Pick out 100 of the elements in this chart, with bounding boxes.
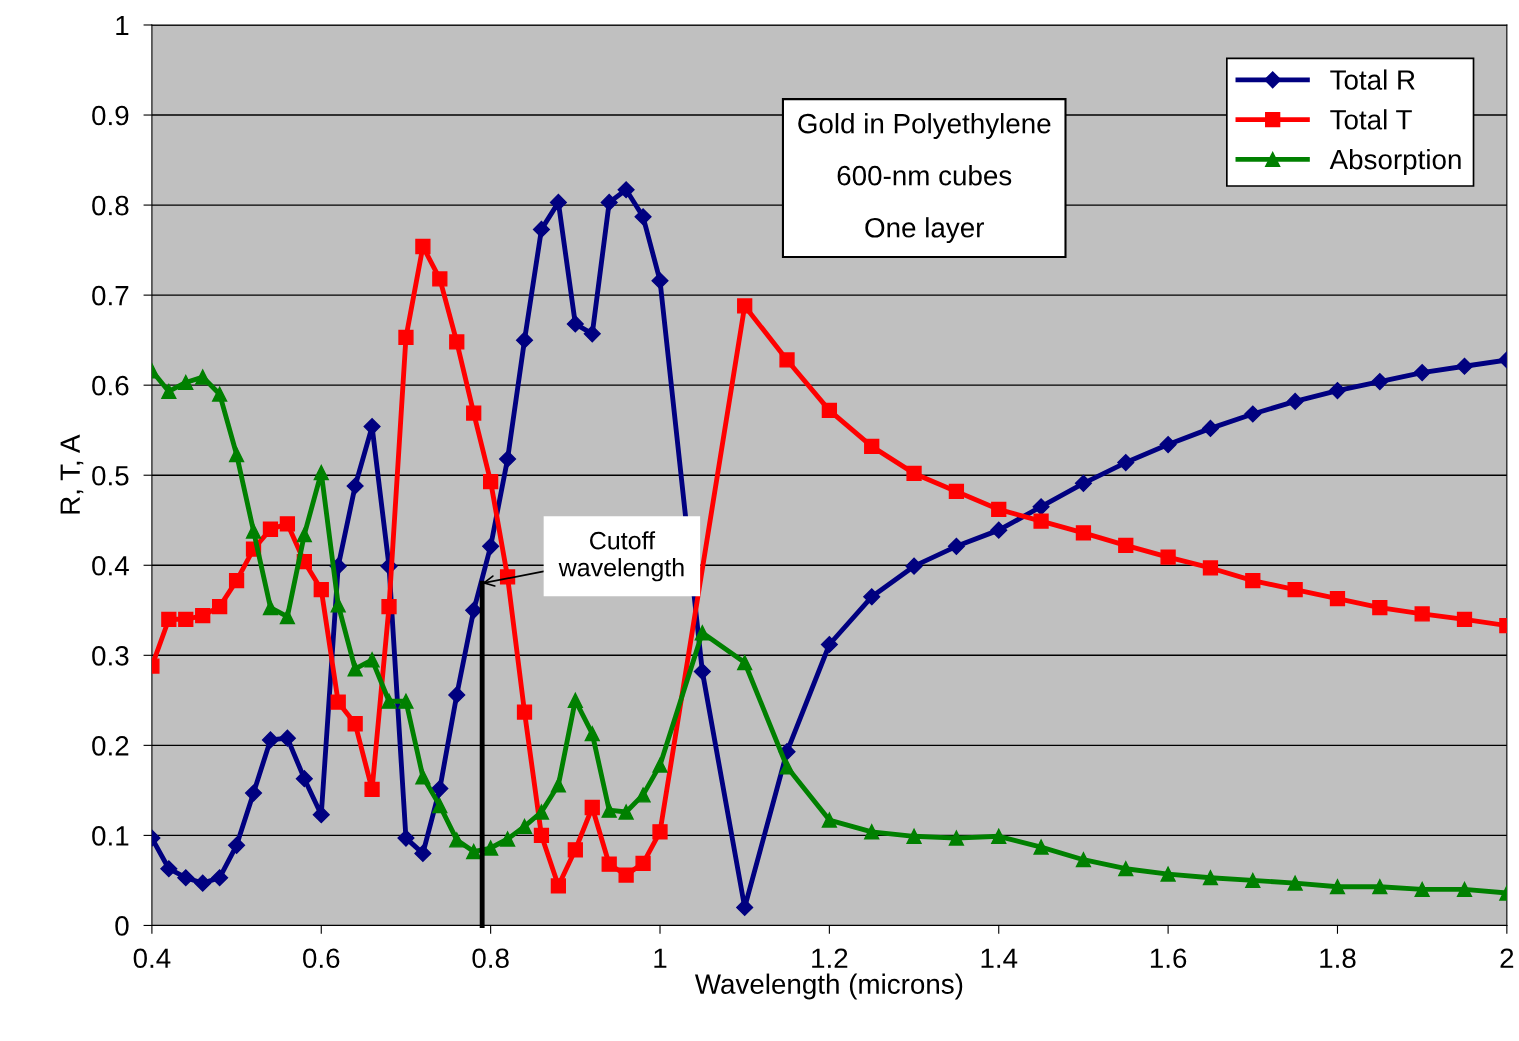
legend-label: Total T bbox=[1330, 109, 1412, 130]
point bbox=[694, 625, 710, 641]
point bbox=[397, 829, 415, 847]
point bbox=[1202, 560, 1219, 576]
y-tick-label: 1 bbox=[116, 15, 129, 36]
point bbox=[295, 770, 313, 788]
point bbox=[1202, 870, 1219, 886]
point bbox=[482, 840, 499, 856]
point bbox=[652, 757, 668, 773]
x-tick-label: 0.4 bbox=[133, 948, 171, 969]
point bbox=[634, 208, 652, 226]
y-axis-title: R, T, A bbox=[60, 434, 84, 514]
point bbox=[652, 824, 668, 840]
point bbox=[1328, 382, 1347, 400]
point bbox=[312, 806, 330, 824]
point bbox=[178, 611, 194, 627]
point bbox=[1371, 373, 1389, 391]
point bbox=[991, 828, 1007, 844]
x-tick-label: 0.8 bbox=[472, 948, 509, 969]
point bbox=[414, 844, 432, 862]
point bbox=[381, 599, 397, 615]
point bbox=[693, 662, 711, 681]
point bbox=[499, 831, 516, 847]
point bbox=[779, 352, 795, 368]
y-tick-label: 0.8 bbox=[92, 195, 129, 216]
point bbox=[279, 608, 296, 625]
point bbox=[1372, 879, 1388, 895]
y-tick-label: 0.3 bbox=[92, 645, 129, 666]
point bbox=[1032, 498, 1050, 516]
point bbox=[228, 836, 246, 854]
point bbox=[432, 798, 448, 814]
point bbox=[262, 599, 279, 616]
point bbox=[863, 588, 881, 606]
point bbox=[178, 374, 194, 391]
legend-label: Total R bbox=[1330, 69, 1415, 90]
point bbox=[1033, 513, 1049, 529]
point bbox=[1414, 606, 1430, 622]
y-tick-label: 0.6 bbox=[92, 375, 129, 396]
point bbox=[296, 527, 312, 543]
point bbox=[279, 516, 296, 532]
annotation: Gold in Polyethylene bbox=[798, 113, 1051, 139]
point bbox=[244, 784, 263, 802]
point bbox=[906, 465, 922, 482]
point bbox=[262, 521, 279, 537]
point bbox=[212, 599, 228, 615]
point bbox=[864, 438, 880, 455]
point bbox=[820, 635, 838, 654]
point bbox=[482, 537, 500, 555]
point bbox=[431, 780, 449, 798]
x-axis-title: Wavelength (microns) bbox=[694, 973, 963, 1000]
point bbox=[1160, 549, 1176, 565]
y-tick-label: 0.5 bbox=[92, 465, 129, 486]
point bbox=[584, 799, 600, 816]
point bbox=[1075, 525, 1092, 541]
point bbox=[906, 828, 922, 844]
point bbox=[212, 386, 228, 402]
point bbox=[432, 271, 448, 287]
point bbox=[1245, 572, 1261, 589]
point bbox=[313, 464, 329, 481]
point bbox=[1455, 357, 1474, 375]
point bbox=[779, 759, 795, 775]
point bbox=[532, 220, 550, 238]
point bbox=[347, 716, 363, 732]
point bbox=[601, 802, 617, 818]
point bbox=[161, 611, 177, 627]
point bbox=[1159, 436, 1177, 454]
point bbox=[567, 842, 583, 858]
point bbox=[261, 731, 280, 749]
x-tick-label: 1.4 bbox=[981, 948, 1018, 968]
point bbox=[600, 193, 618, 211]
point bbox=[821, 812, 838, 828]
point bbox=[278, 729, 296, 747]
point bbox=[550, 777, 567, 793]
point bbox=[1117, 454, 1135, 472]
point bbox=[516, 704, 533, 720]
point bbox=[398, 329, 414, 346]
point bbox=[905, 557, 923, 575]
point bbox=[618, 867, 634, 883]
point bbox=[398, 693, 414, 709]
point bbox=[1456, 881, 1473, 898]
point bbox=[1118, 537, 1134, 554]
point bbox=[346, 477, 364, 495]
point bbox=[364, 652, 380, 668]
point bbox=[1372, 599, 1388, 616]
point bbox=[245, 523, 262, 539]
point bbox=[466, 843, 482, 860]
point bbox=[330, 597, 346, 613]
point bbox=[1118, 861, 1134, 877]
point bbox=[482, 473, 499, 490]
point bbox=[566, 315, 584, 333]
point bbox=[821, 402, 838, 419]
point bbox=[991, 501, 1007, 518]
y-tick-label: 0.2 bbox=[92, 736, 129, 756]
point bbox=[1287, 581, 1303, 598]
point bbox=[651, 272, 669, 290]
point bbox=[364, 781, 380, 798]
y-tick-label: 0.4 bbox=[92, 555, 129, 576]
annotation: 600-nm cubes bbox=[837, 165, 1012, 186]
point bbox=[1329, 590, 1346, 607]
point bbox=[1456, 611, 1473, 627]
